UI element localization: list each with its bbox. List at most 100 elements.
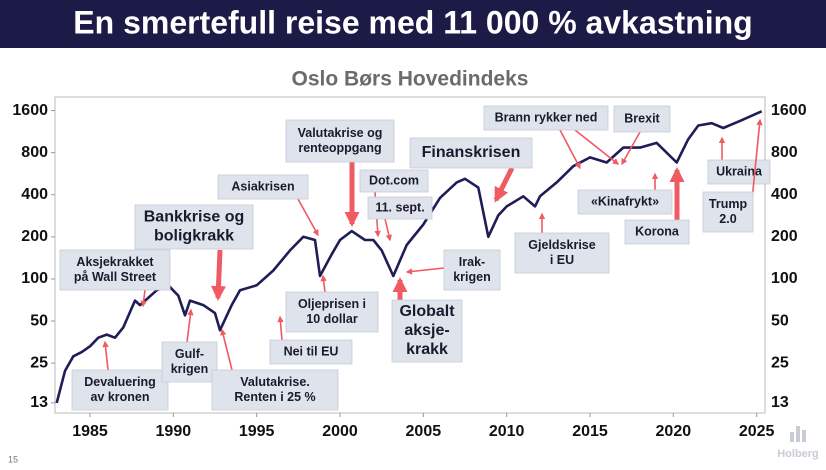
annotation-box (483, 105, 609, 131)
annotation-arrow (140, 289, 147, 308)
annotation-box (211, 369, 339, 411)
annotation-text: Brann rykker ned (495, 110, 598, 124)
annotation-arrow (320, 274, 327, 293)
annotation-box (59, 249, 171, 291)
x-tick-label: 2025 (739, 423, 775, 440)
annotation-text: 11. sept. (375, 200, 424, 214)
annotation-arrow (751, 118, 763, 201)
y-tick-label-right: 50 (771, 312, 789, 329)
y-tick-label-right: 100 (771, 270, 798, 287)
y-tick-label: 1600 (12, 102, 48, 119)
y-tick-label-right: 200 (771, 228, 798, 245)
annotation-text: Globalt (399, 303, 455, 320)
annotation-arrow (405, 267, 445, 275)
annotation-box (613, 105, 671, 133)
annotation-text: boligkrakk (154, 228, 234, 245)
y-tick-label-right: 1600 (771, 102, 807, 119)
annotation-box (359, 169, 429, 193)
annotation-box (707, 159, 771, 185)
annotation-box (409, 137, 533, 169)
x-tick-label: 2015 (572, 423, 608, 440)
annotation-text: Irak- (459, 255, 485, 269)
plot-frame (54, 96, 766, 414)
annotation-text: 10 dollar (306, 312, 358, 326)
annotation-box (367, 196, 433, 220)
annotation-arrow (220, 328, 233, 371)
headline-banner (0, 0, 826, 48)
annotation-arrow (621, 131, 641, 166)
annotation-box (285, 291, 379, 333)
annotation-arrow (384, 218, 392, 242)
y-tick-label-right: 13 (771, 394, 789, 411)
annotation-box (161, 341, 218, 383)
annotation-arrow (211, 249, 226, 301)
annotation-text: Gjeldskrise (528, 238, 595, 252)
annotation-text: i EU (550, 253, 574, 267)
annotation-arrow (559, 129, 581, 170)
annotation-box (514, 232, 610, 274)
page-number: 15 (8, 454, 18, 464)
brand-logo (790, 426, 806, 442)
annotation-text: krigen (171, 362, 209, 376)
y-tick-label: 13 (30, 394, 48, 411)
annotation-box (269, 339, 353, 365)
annotation-text: Nei til EU (284, 344, 339, 358)
annotation-box (134, 204, 254, 250)
y-tick-label-right: 800 (771, 144, 798, 161)
annotation-arrow (277, 315, 284, 341)
annotation-box (391, 299, 463, 363)
annotation-box (285, 119, 395, 163)
annotation-arrow (493, 166, 515, 203)
annotation-text: Gulf- (175, 347, 204, 361)
annotation-text: «Kinafrykt» (591, 194, 659, 208)
annotation-text: Korona (635, 224, 680, 238)
x-tick-label: 2010 (489, 423, 525, 440)
annotation-text: av kronen (90, 390, 149, 404)
annotation-text: aksje- (404, 322, 449, 339)
x-tick-label: 2005 (406, 423, 442, 440)
annotation-text: på Wall Street (74, 270, 157, 284)
annotation-text: Trump (709, 197, 748, 211)
annotation-box (443, 249, 501, 291)
x-tick-label: 2020 (656, 423, 692, 440)
y-tick-label: 400 (21, 186, 48, 203)
annotation-text: Ukraina (716, 164, 763, 178)
annotation-text: Valutakrise og (298, 126, 383, 140)
y-tick-label: 200 (21, 228, 48, 245)
annotation-arrow (297, 198, 319, 237)
x-tick-label: 1985 (72, 423, 108, 440)
annotation-text: 2.0 (719, 212, 736, 226)
y-tick-label-right: 400 (771, 186, 798, 203)
annotation-text: krigen (453, 270, 491, 284)
x-tick-label: 2000 (322, 423, 358, 440)
annotation-text: renteoppgang (298, 141, 381, 155)
annotation-text: Aksjekrakket (76, 255, 154, 269)
annotation-box (577, 189, 673, 215)
annotation-text: Valutakrise. (240, 375, 310, 389)
chart-title: Oslo Børs Hovedindeks (292, 68, 529, 91)
annotation-text: Finanskrisen (422, 144, 521, 161)
annotation-text: krakk (406, 341, 448, 358)
annotation-box (702, 191, 754, 233)
y-tick-label: 50 (30, 312, 48, 329)
annotation-arrow (186, 308, 194, 343)
brand: Holberg (777, 448, 819, 460)
annotation-text: Devaluering (84, 375, 156, 389)
annotation-box (624, 219, 690, 245)
annotation-arrow (102, 340, 109, 371)
annotation-text: Asiakrisen (231, 179, 294, 193)
y-tick-label: 25 (30, 354, 48, 371)
annotation-text: Oljeprisen i (298, 297, 366, 311)
y-tick-label: 800 (21, 144, 48, 161)
annotation-text: Renten i 25 % (234, 390, 315, 404)
index-line (55, 110, 763, 404)
y-tick-label-right: 25 (771, 354, 789, 371)
y-tick-label: 100 (21, 270, 48, 287)
x-tick-label: 1995 (239, 423, 275, 440)
annotation-box (217, 174, 309, 200)
annotation-arrow (574, 129, 620, 165)
headline: En smertefull reise med 11 000 % avkastn… (73, 4, 752, 40)
annotation-box (71, 369, 169, 411)
annotation-text: Dot.com (369, 173, 419, 187)
